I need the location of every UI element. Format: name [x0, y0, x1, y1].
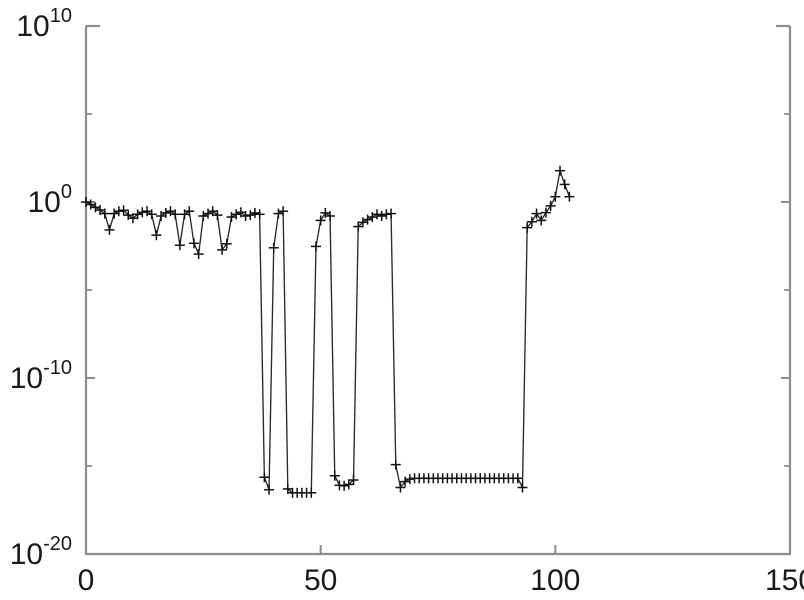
data-marker: [306, 487, 317, 498]
data-marker: [81, 197, 91, 207]
data-marker: [188, 238, 199, 249]
data-marker: [540, 207, 551, 218]
data-marker: [146, 209, 157, 220]
data-marker: [151, 230, 162, 241]
data-marker: [376, 211, 387, 222]
y-tick-label-mantissa: 10: [10, 538, 43, 571]
data-marker: [203, 208, 214, 219]
y-tick-label-exponent: -10: [43, 357, 72, 379]
data-marker: [329, 470, 340, 481]
data-marker: [325, 211, 336, 222]
data-marker: [170, 209, 181, 220]
data-marker: [404, 474, 415, 485]
x-tick-label: 100: [530, 564, 580, 597]
y-tick-label: 100: [28, 181, 73, 219]
data-marker: [249, 207, 260, 218]
data-marker: [522, 222, 533, 233]
data-marker: [212, 210, 223, 221]
data-marker: [104, 224, 115, 235]
data-marker: [137, 207, 148, 218]
data-marker: [245, 210, 256, 221]
y-tick-label: 10-10: [10, 357, 72, 395]
data-marker: [259, 472, 270, 483]
data-marker: [371, 209, 382, 220]
data-marker: [367, 212, 378, 223]
data-marker: [555, 165, 566, 176]
data-marker: [254, 209, 265, 220]
data-marker: [226, 212, 237, 223]
data-marker: [390, 459, 401, 470]
data-marker: [559, 179, 570, 190]
data-marker: [193, 249, 204, 260]
data-marker: [160, 207, 171, 218]
data-marker: [240, 211, 251, 222]
data-marker: [264, 484, 275, 495]
data-marker: [564, 191, 575, 202]
tick-marks: [86, 113, 790, 554]
data-marker: [268, 242, 279, 253]
data-marker: [339, 480, 350, 491]
data-marker: [512, 473, 523, 484]
data-series-residual: [81, 165, 575, 498]
data-marker: [315, 215, 326, 226]
data-marker: [550, 191, 561, 202]
data-marker: [386, 208, 397, 219]
data-marker: [348, 475, 359, 486]
data-marker: [109, 208, 120, 219]
data-marker: [278, 206, 289, 217]
x-tick-label: 150: [765, 564, 804, 597]
data-marker: [531, 208, 542, 219]
data-marker: [517, 482, 528, 493]
data-marker: [198, 211, 209, 222]
x-tick-label: 50: [304, 564, 337, 597]
data-marker: [545, 200, 556, 211]
y-tick-label-exponent: -20: [43, 533, 72, 555]
data-marker: [362, 214, 373, 225]
y-tick-label: 1010: [16, 5, 72, 43]
data-marker: [310, 241, 321, 252]
data-marker: [118, 205, 129, 216]
data-marker: [343, 479, 354, 490]
data-marker: [395, 482, 406, 493]
data-marker: [231, 209, 242, 220]
data-marker: [221, 238, 232, 249]
y-tick-label-mantissa: 10: [28, 186, 61, 219]
data-marker: [273, 208, 284, 219]
y-tick-label: 10-20: [10, 533, 72, 571]
data-marker: [536, 215, 547, 226]
data-marker: [217, 244, 228, 255]
data-marker: [113, 206, 124, 217]
data-marker: [400, 476, 411, 487]
x-tick-label: 0: [78, 564, 95, 597]
y-tick-label-mantissa: 10: [16, 10, 49, 43]
data-marker: [99, 208, 110, 219]
data-marker: [184, 206, 195, 217]
x-axis-tick-labels: 0 50 100 150: [78, 564, 804, 597]
data-marker: [132, 209, 143, 220]
y-tick-label-mantissa: 10: [10, 362, 43, 395]
data-marker: [526, 216, 537, 227]
y-tick-label-exponent: 0: [61, 181, 72, 203]
data-marker: [174, 240, 185, 251]
data-marker: [353, 221, 364, 232]
series-line-0: [85, 170, 571, 494]
y-tick-label-exponent: 10: [50, 5, 72, 27]
